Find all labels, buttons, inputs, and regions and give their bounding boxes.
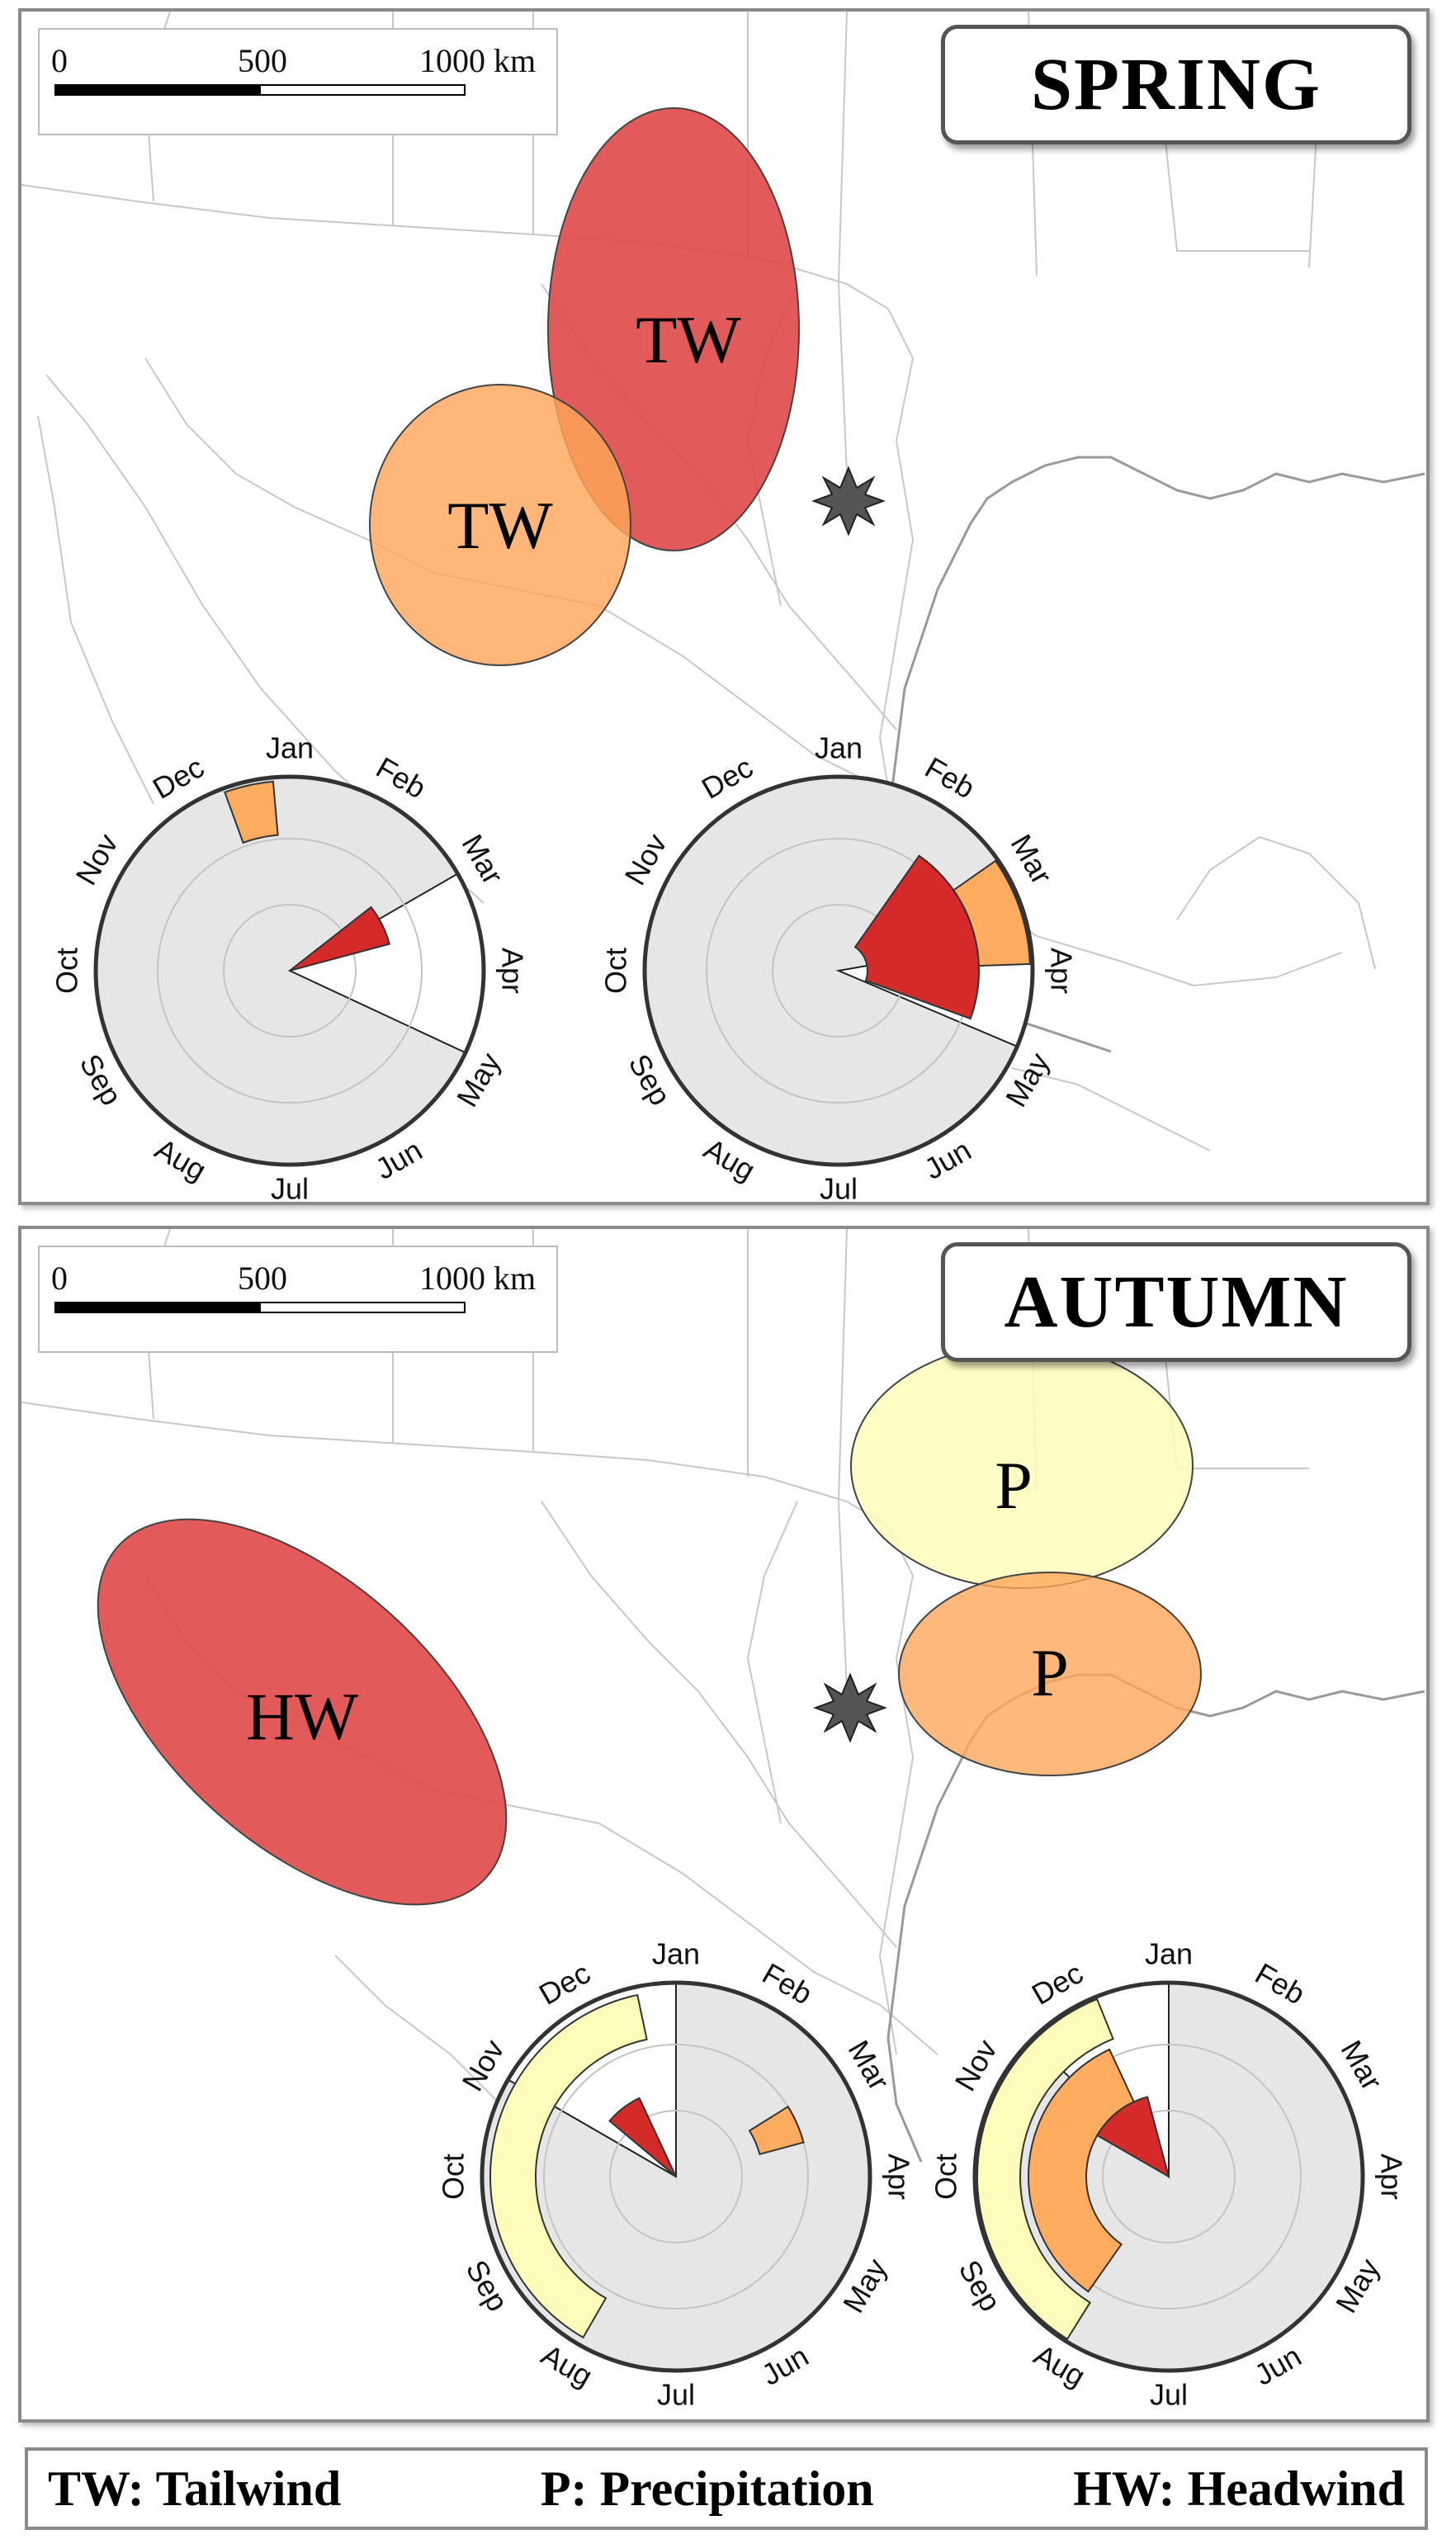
star-marker-icon bbox=[811, 466, 886, 537]
spring-tailwind-zone-large bbox=[547, 107, 800, 551]
dial-outline bbox=[93, 774, 486, 1167]
legend-box: TW: Tailwind P: Precipitation HW: Headwi… bbox=[25, 2447, 1428, 2530]
scale-label-0: 0 bbox=[51, 42, 68, 79]
dial-month-label: Oct bbox=[437, 2154, 470, 2200]
dial-outline bbox=[972, 1980, 1365, 2373]
dial-month-label: Apr bbox=[495, 948, 529, 994]
scale-bar: 0 500 1000 km bbox=[38, 28, 558, 135]
dial-month-label: Oct bbox=[599, 948, 633, 994]
dial-sector bbox=[1028, 2048, 1136, 2293]
dial-month-label: Jul bbox=[271, 1172, 309, 1202]
legend-tailwind: TW: Tailwind bbox=[48, 2461, 342, 2516]
autumn-panel: HW P P Jan Feb Mar Apr May Jun Jul Aug Sep Oct Nov… bbox=[18, 1226, 1430, 2423]
star-marker-icon bbox=[813, 1672, 887, 1743]
dial-month-label: Jul bbox=[657, 2378, 695, 2412]
dial-ring bbox=[609, 2110, 743, 2243]
dial-sector bbox=[952, 859, 1031, 967]
spring-panel: TW TW Jan Feb Mar Apr May Jun Jul Aug Sep Oct Nov D… bbox=[18, 8, 1430, 1205]
dial-month-label: Jul bbox=[820, 1172, 858, 1202]
scale-segment-dark bbox=[54, 84, 261, 96]
dial-sector bbox=[853, 854, 980, 1020]
scale-bar: 0 500 1000 km bbox=[38, 1246, 558, 1353]
scale-segment-dark bbox=[54, 1302, 261, 1313]
legend-headwind: HW: Headwind bbox=[1073, 2461, 1405, 2516]
season-title: AUTUMN bbox=[1004, 1261, 1349, 1343]
scale-label-1000: 1000 km bbox=[419, 1260, 537, 1297]
dial-month-label: Oct bbox=[50, 948, 84, 994]
season-title-box: SPRING bbox=[941, 25, 1411, 144]
autumn-precipitation-zone-south bbox=[898, 1572, 1202, 1776]
autumn-zone-label-p1: P bbox=[995, 1448, 1033, 1523]
dial-sector bbox=[976, 1998, 1114, 2341]
dial-sector bbox=[489, 1993, 648, 2339]
dial-ring bbox=[543, 2044, 809, 2310]
scale-segment-light bbox=[259, 84, 466, 96]
dial-month-label: Jan bbox=[1145, 1937, 1193, 1971]
autumn-zone-label-hw: HW bbox=[246, 1679, 359, 1754]
dial-month-label: Oct bbox=[929, 2154, 963, 2200]
dial-month-label: Jul bbox=[1150, 2378, 1188, 2412]
legend-precipitation: P: Precipitation bbox=[540, 2461, 874, 2516]
dial-outline bbox=[642, 774, 1035, 1167]
scale-label-1000: 1000 km bbox=[419, 42, 537, 79]
spring-zone-label-2: TW bbox=[447, 488, 553, 563]
dial-sector bbox=[289, 905, 390, 972]
autumn-map: HW P P JanFebMarAprMayJunJulAugSepOctNov… bbox=[21, 1229, 1425, 2412]
season-title-box: AUTUMN bbox=[941, 1242, 1411, 1362]
season-title: SPRING bbox=[1030, 44, 1322, 125]
spring-zone-label-1: TW bbox=[636, 302, 741, 377]
dial-month-label: Apr bbox=[882, 2154, 915, 2200]
scale-segment-light bbox=[259, 1302, 466, 1313]
dial-ring bbox=[157, 838, 423, 1104]
dial-ring bbox=[1102, 2110, 1236, 2243]
dial-month-label: Apr bbox=[1044, 948, 1078, 994]
dial-month-label: Jan bbox=[652, 1937, 700, 1971]
dial-month-label: Jan bbox=[266, 731, 314, 765]
autumn-headwind-zone bbox=[97, 1518, 508, 1906]
spring-map: TW TW JanFebMarAprMayJunJulAugSepOctNovD… bbox=[21, 12, 1425, 1202]
dial-month-label: Jan bbox=[815, 731, 863, 765]
dial-sector bbox=[748, 2105, 805, 2156]
dial-month-label: Apr bbox=[1374, 2154, 1408, 2200]
dial-sector bbox=[224, 780, 279, 844]
scale-label-0: 0 bbox=[51, 1260, 68, 1297]
dial-sector bbox=[608, 2097, 677, 2177]
dial-ring bbox=[223, 904, 357, 1038]
scale-label-500: 500 bbox=[238, 1260, 287, 1297]
autumn-zone-label-p2: P bbox=[1031, 1635, 1069, 1710]
scale-label-500: 500 bbox=[238, 42, 287, 79]
dial-sector bbox=[1096, 2096, 1170, 2179]
dial-outline bbox=[480, 1980, 872, 2373]
spring-tailwind-zone-small bbox=[369, 384, 631, 666]
